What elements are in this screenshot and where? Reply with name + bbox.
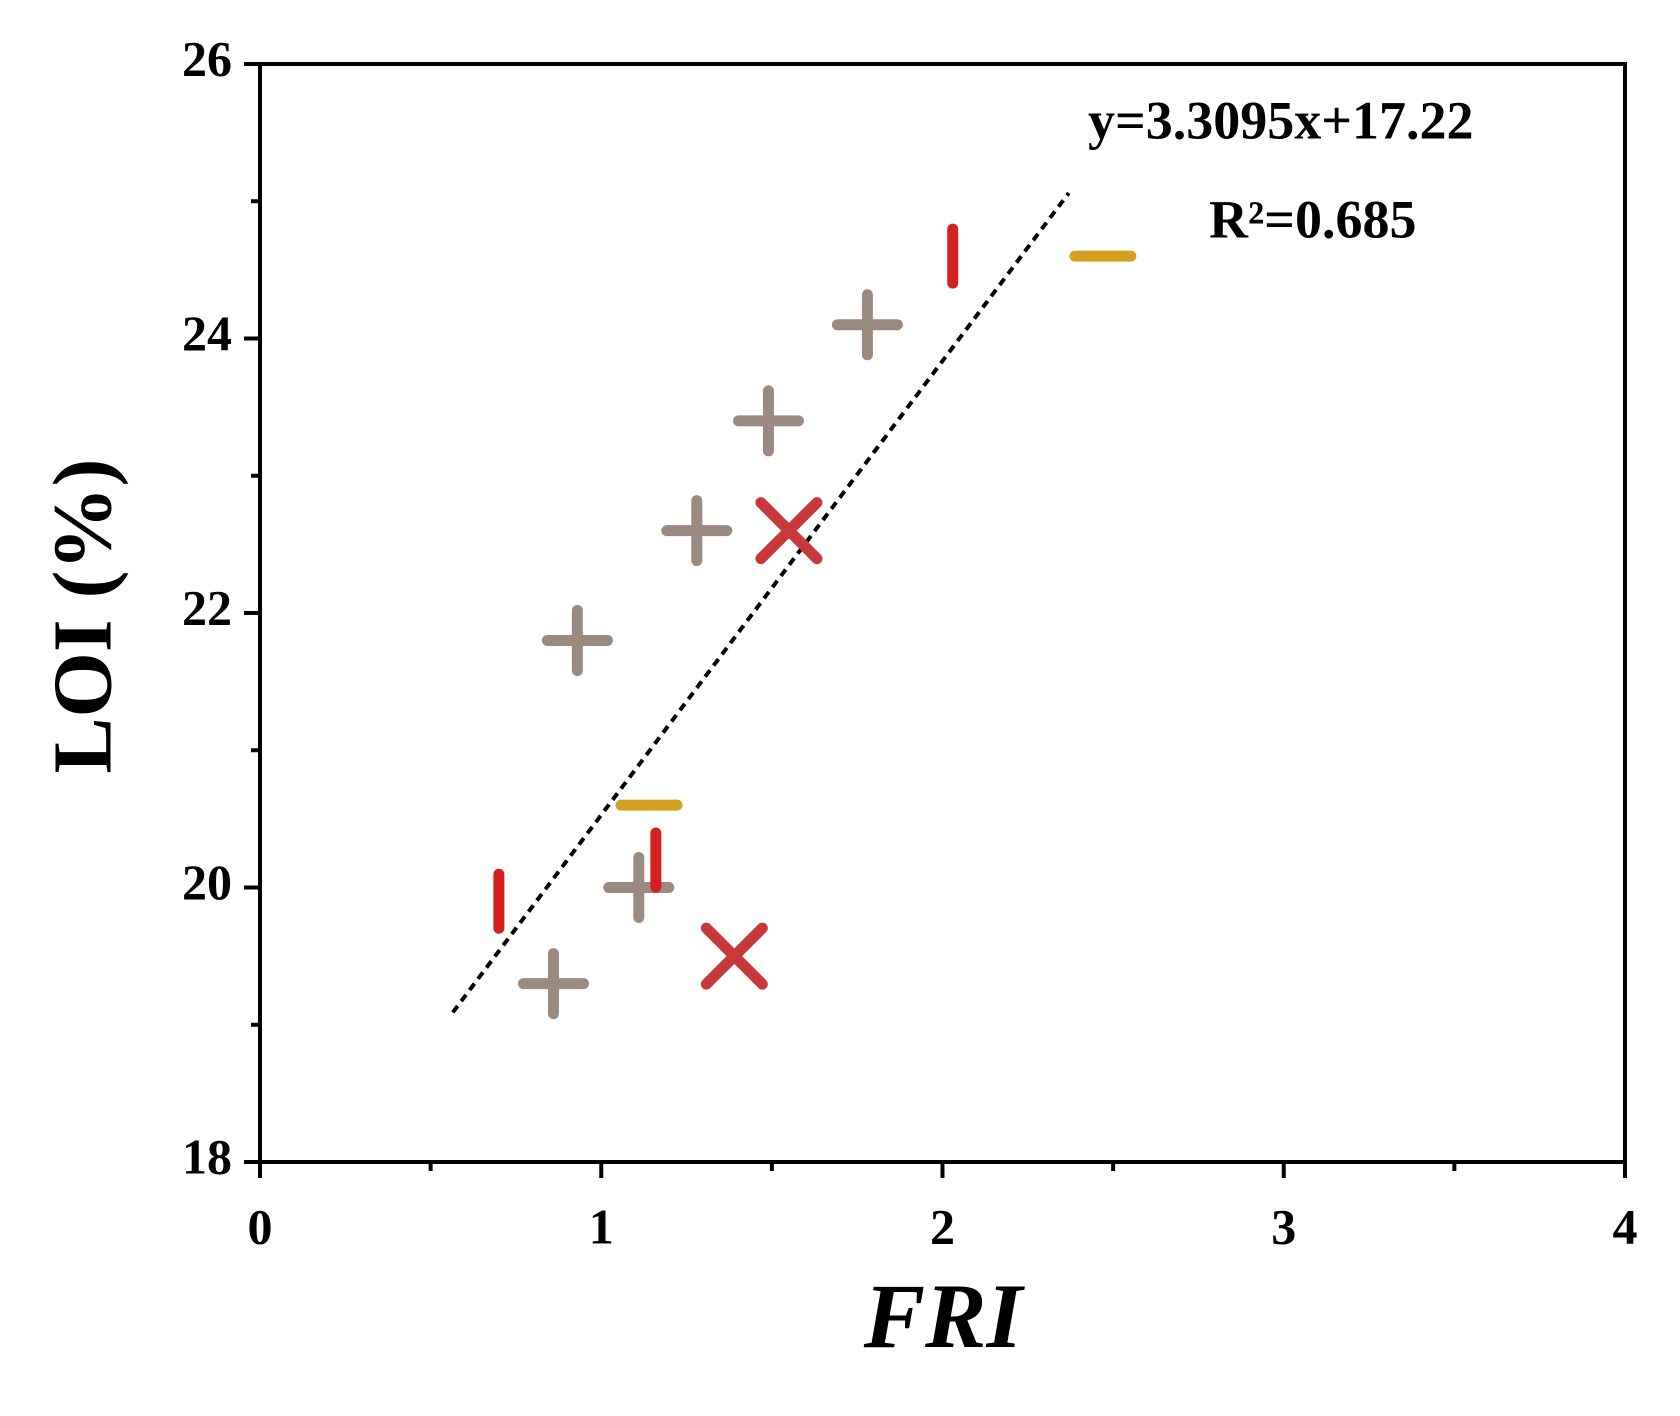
equation: y=3.3095x+17.22 (1088, 90, 1474, 150)
y-tick-label: 18 (182, 1128, 232, 1184)
x-tick-label: 1 (589, 1198, 614, 1254)
x-tick-label: 4 (1613, 1198, 1638, 1254)
x-tick-label: 2 (930, 1198, 955, 1254)
x-tick-label: 3 (1271, 1198, 1296, 1254)
point (661, 495, 733, 567)
point (732, 385, 804, 457)
point (700, 922, 768, 990)
trendline (451, 191, 1071, 1014)
y-tick-label: 22 (182, 579, 232, 635)
y-tick-label: 24 (182, 305, 232, 361)
x-tick-label: 0 (248, 1198, 273, 1254)
y-tick-label: 26 (182, 30, 232, 86)
point (831, 289, 903, 361)
r-squared: R²=0.685 (1209, 189, 1416, 249)
x-axis-title: FRI (863, 1265, 1026, 1367)
point (517, 948, 589, 1020)
y-tick-label: 20 (182, 854, 232, 910)
y-axis-title: LOI (%) (36, 459, 129, 774)
point (755, 497, 823, 565)
point (541, 604, 613, 676)
